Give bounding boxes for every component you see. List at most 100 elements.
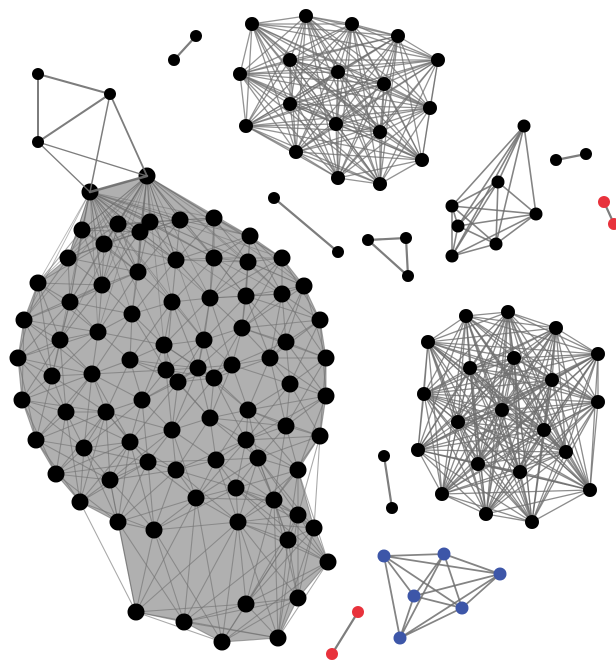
large-cluster-edge — [245, 499, 275, 605]
large-cluster-edge — [91, 313, 133, 375]
right-cluster-edge — [555, 327, 599, 355]
top-cluster-edge — [295, 131, 381, 153]
top-cluster-node — [377, 77, 391, 91]
right-cluster-edge — [417, 367, 471, 451]
large-cluster-node — [189, 359, 207, 377]
large-cluster-edge — [165, 301, 173, 371]
large-cluster-edge — [65, 411, 131, 443]
top-cluster-edge — [289, 59, 423, 161]
top-cluster-edge — [337, 59, 439, 179]
right-cluster-edge — [427, 315, 467, 343]
right-cluster-edge — [465, 315, 599, 355]
right-cluster-node — [507, 351, 521, 365]
top-cluster-edge — [295, 151, 339, 179]
right-cluster-edge — [441, 353, 599, 495]
top-cluster-edge — [289, 15, 307, 61]
right-cluster-edge — [427, 341, 553, 381]
large-cluster-edge — [105, 411, 111, 481]
top-cluster-edge — [379, 159, 423, 185]
large-cluster-edge — [281, 293, 327, 359]
right-cluster-edge — [551, 379, 567, 453]
large-cluster-edge — [79, 501, 137, 613]
large-cluster-edge — [105, 359, 131, 413]
large-cluster-edge — [129, 359, 179, 383]
pair-red-bottom-edge — [330, 610, 360, 656]
large-cluster-node — [289, 589, 307, 607]
top-cluster-edge — [379, 107, 431, 133]
blue-cluster-node — [407, 589, 421, 603]
top-cluster-edge — [295, 83, 385, 153]
right-cluster-edge — [543, 429, 591, 491]
large-cluster-node — [155, 336, 173, 354]
large-cluster-node — [27, 431, 45, 449]
large-cluster-edge — [221, 521, 239, 643]
top-cluster-node — [423, 101, 437, 115]
large-cluster-node — [289, 461, 307, 479]
right-cluster-edge — [441, 489, 591, 495]
small-triangle-edges — [366, 236, 410, 278]
pair-red-right-node — [598, 196, 610, 208]
right-cluster-edge — [519, 401, 599, 473]
large-cluster-edge — [89, 191, 139, 273]
right-cluster-edge — [441, 409, 503, 495]
right-cluster-edge — [469, 367, 533, 523]
top-cluster-node — [289, 145, 303, 159]
top-cluster-edge — [295, 35, 399, 153]
blue-cluster-node — [493, 567, 507, 581]
small-triangle-nodes — [362, 232, 414, 282]
large-cluster-node — [75, 439, 93, 457]
top-cluster-edge — [335, 123, 381, 185]
pair-lower-node — [386, 502, 398, 514]
top-cluster-edge — [289, 103, 431, 109]
right-cluster-edge — [423, 393, 503, 411]
large-cluster-edge — [59, 191, 91, 341]
top-cluster-node — [373, 177, 387, 191]
large-cluster-edge — [231, 341, 287, 366]
right-cluster-edge — [519, 451, 567, 473]
upper-left-quad-edges — [37, 73, 149, 194]
top-cluster-nodes — [233, 9, 445, 191]
large-cluster-edge — [147, 459, 217, 463]
quad-edge — [37, 141, 148, 177]
right-cluster-edge — [565, 451, 591, 491]
large-cluster-node — [237, 287, 255, 305]
right-cluster-edge — [513, 327, 557, 359]
large-cluster-edge — [221, 597, 299, 643]
large-cluster-edge — [153, 529, 185, 623]
top-cluster-node — [331, 65, 345, 79]
large-cluster-edge — [129, 301, 173, 361]
upper-left-quad-nodes — [32, 68, 116, 148]
right-cluster-edge — [427, 341, 515, 359]
large-cluster-edge — [109, 479, 155, 531]
right-cluster-node — [417, 387, 431, 401]
right-cluster-node — [471, 457, 485, 471]
top-cluster-edge — [295, 15, 307, 153]
blue-cluster-edges — [383, 553, 501, 639]
large-cluster-edge — [171, 367, 199, 431]
top-cluster-node — [345, 17, 359, 31]
large-cluster-node — [171, 211, 189, 229]
right-cluster-edge — [501, 409, 545, 431]
top-cluster-node — [431, 53, 445, 67]
blue-cluster-edge — [383, 555, 415, 597]
large-cluster-edge — [195, 457, 259, 499]
large-cluster-edge — [55, 473, 111, 481]
large-cluster-node — [131, 223, 149, 241]
blue-cluster-edge — [383, 555, 401, 639]
large-cluster-edge — [235, 469, 299, 489]
large-cluster-edge — [197, 367, 211, 419]
large-cluster-edge — [109, 479, 137, 613]
large-cluster-node — [133, 391, 151, 409]
large-cluster-node — [269, 629, 287, 647]
top-cluster-edge — [305, 15, 439, 61]
large-cluster-node — [121, 351, 139, 369]
large-cluster-edge — [245, 439, 299, 471]
right-cluster-group — [411, 305, 605, 529]
large-cluster-edge — [109, 429, 173, 481]
large-cluster-node — [109, 215, 127, 233]
right-cluster-edge — [485, 357, 515, 515]
large-cluster-node — [157, 361, 175, 379]
large-cluster-edge — [69, 301, 133, 315]
right-cluster-edge — [427, 341, 599, 355]
